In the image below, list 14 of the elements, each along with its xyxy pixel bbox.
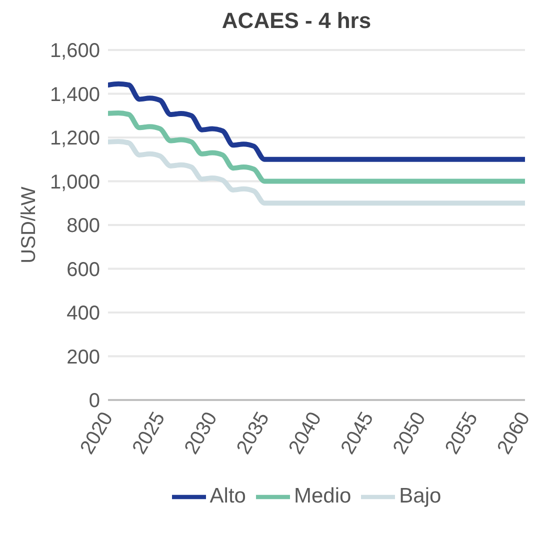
y-tick-label: 800 bbox=[66, 215, 100, 238]
legend-label: Medio bbox=[294, 484, 352, 508]
y-axis-title: USD/kW bbox=[18, 186, 40, 264]
y-tick-label: 1,200 bbox=[50, 128, 100, 150]
legend-label: Alto bbox=[210, 484, 246, 508]
y-tick-label: 1,600 bbox=[50, 40, 100, 62]
y-tick-label: 200 bbox=[66, 346, 100, 368]
y-tick-label: 600 bbox=[66, 258, 100, 281]
y-tick-label: 400 bbox=[66, 302, 100, 325]
legend-label: Bajo bbox=[399, 484, 442, 508]
chart-title: ACAES - 4 hrs bbox=[220, 8, 372, 34]
y-tick-label: 0 bbox=[88, 390, 100, 412]
y-tick-label: 1,400 bbox=[50, 84, 100, 106]
y-tick-label: 1,000 bbox=[50, 171, 100, 194]
